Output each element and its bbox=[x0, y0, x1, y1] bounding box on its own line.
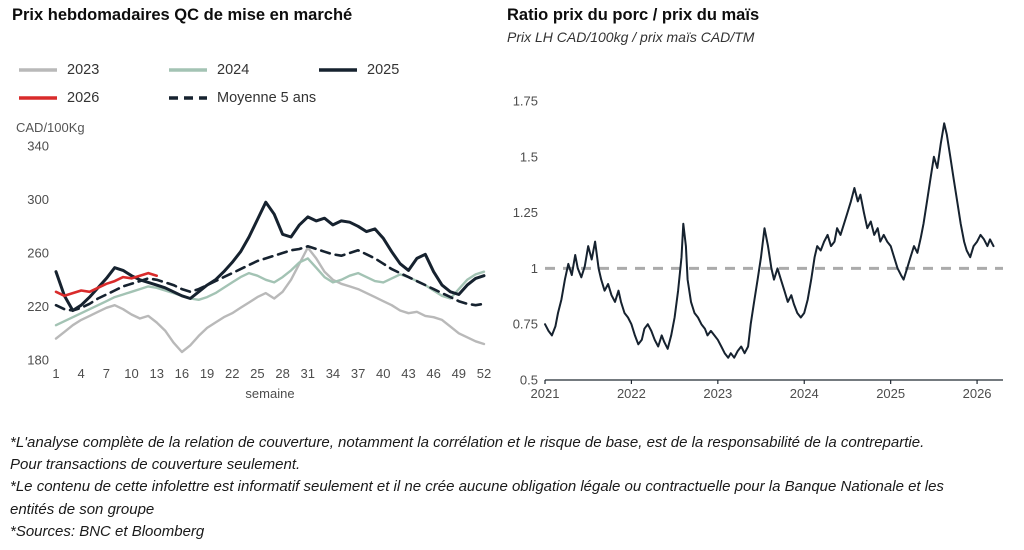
y-tick-label: 1.25 bbox=[513, 205, 538, 220]
footnote-disclaimer-2: *Le contenu de cette infolettre est info… bbox=[10, 478, 944, 518]
x-tick-label: 19 bbox=[200, 366, 214, 381]
x-tick-label: 40 bbox=[376, 366, 390, 381]
x-tick-label: 46 bbox=[426, 366, 440, 381]
legend-swatch-icon bbox=[169, 68, 207, 72]
y-tick-label: 1.5 bbox=[520, 149, 538, 164]
x-tick-label: 2026 bbox=[963, 386, 992, 401]
legend-item-2023: 2023 bbox=[18, 62, 168, 78]
x-tick-label: 10 bbox=[124, 366, 138, 381]
x-tick-label: 52 bbox=[477, 366, 491, 381]
x-tick-label: 25 bbox=[250, 366, 264, 381]
right-chart-subtitle: Prix LH CAD/100kg / prix maïs CAD/TM bbox=[507, 29, 755, 45]
y-tick-label: 260 bbox=[27, 246, 49, 261]
x-tick-label: 1 bbox=[52, 366, 59, 381]
legend-item-2024: 2024 bbox=[168, 62, 318, 78]
legend-label: 2023 bbox=[67, 62, 100, 78]
y-tick-label: 300 bbox=[27, 192, 49, 207]
series-line-ratio-porc/maïs bbox=[544, 122, 995, 359]
y-tick-label: 340 bbox=[27, 139, 49, 154]
y-tick-label: 1 bbox=[531, 261, 538, 276]
x-tick-label: 13 bbox=[149, 366, 163, 381]
y-axis-label: CAD/100Kg bbox=[16, 120, 85, 135]
right-chart-title: Ratio prix du porc / prix du maïs bbox=[507, 6, 760, 24]
footnote-sources: *Sources: BNC et Bloomberg bbox=[10, 522, 205, 540]
legend-swatch-icon bbox=[19, 96, 57, 100]
qc-price-chart: CAD/100Kg 180 220 260 300 340 1 4 7 10 13 16 19 22 25 2… bbox=[16, 120, 491, 401]
x-tick-label: 2025 bbox=[876, 386, 905, 401]
x-tick-label: 2022 bbox=[617, 386, 646, 401]
footnote-disclaimer-1: *L'analyse complète de la relation de co… bbox=[10, 434, 925, 474]
x-tick-label: 2024 bbox=[790, 386, 819, 401]
series-line-moyenne-5-ans bbox=[54, 245, 486, 312]
chart-legend: 2023 2024 2025 2026 Moyenne 5 ans bbox=[18, 62, 478, 106]
legend-swatch-icon bbox=[19, 68, 57, 72]
legend-label: 2025 bbox=[367, 62, 400, 78]
series-line-2026 bbox=[54, 271, 158, 298]
legend-label: 2024 bbox=[217, 62, 250, 78]
legend-item-2025: 2025 bbox=[318, 62, 468, 78]
ratio-chart-panel: Ratio prix du porc / prix du maïs Prix L… bbox=[505, 0, 1017, 415]
y-tick-label: 220 bbox=[27, 299, 49, 314]
left-chart-title: Prix hebdomadaires QC de mise en marché bbox=[12, 6, 353, 24]
y-tick-label: 0.75 bbox=[513, 317, 538, 332]
y-tick-label: 0.5 bbox=[520, 373, 538, 388]
series-line-2023 bbox=[54, 246, 486, 354]
qc-price-chart-panel: Prix hebdomadaires QC de mise en marché … bbox=[10, 0, 496, 415]
x-tick-label: 43 bbox=[401, 366, 415, 381]
x-tick-label: 31 bbox=[301, 366, 315, 381]
y-tick-label: 180 bbox=[27, 353, 49, 368]
x-tick-label: 2023 bbox=[703, 386, 732, 401]
legend-label: Moyenne 5 ans bbox=[217, 90, 317, 106]
legend-swatch-icon bbox=[319, 68, 357, 72]
legend-item-2026: 2026 bbox=[18, 90, 168, 106]
x-tick-label: 37 bbox=[351, 366, 365, 381]
footnotes: *L'analyse complète de la relation de co… bbox=[10, 432, 960, 543]
x-tick-label: 22 bbox=[225, 366, 239, 381]
x-tick-label: 7 bbox=[103, 366, 110, 381]
legend-swatch-icon bbox=[169, 96, 207, 100]
x-tick-label: 49 bbox=[452, 366, 466, 381]
ratio-chart: 0.5 0.75 1 1.25 1.5 1.75 2021 2022 2023 2024 2025 2… bbox=[513, 94, 1003, 401]
x-tick-label: 16 bbox=[175, 366, 189, 381]
x-tick-label: 2021 bbox=[531, 386, 560, 401]
legend-item-moyenne-5-ans: Moyenne 5 ans bbox=[168, 90, 318, 106]
x-tick-label: 4 bbox=[78, 366, 85, 381]
x-axis-label: semaine bbox=[245, 386, 294, 401]
series-line-2025 bbox=[54, 200, 486, 312]
x-tick-label: 34 bbox=[326, 366, 340, 381]
x-tick-label: 28 bbox=[275, 366, 289, 381]
legend-label: 2026 bbox=[67, 90, 100, 106]
y-tick-label: 1.75 bbox=[513, 94, 538, 109]
